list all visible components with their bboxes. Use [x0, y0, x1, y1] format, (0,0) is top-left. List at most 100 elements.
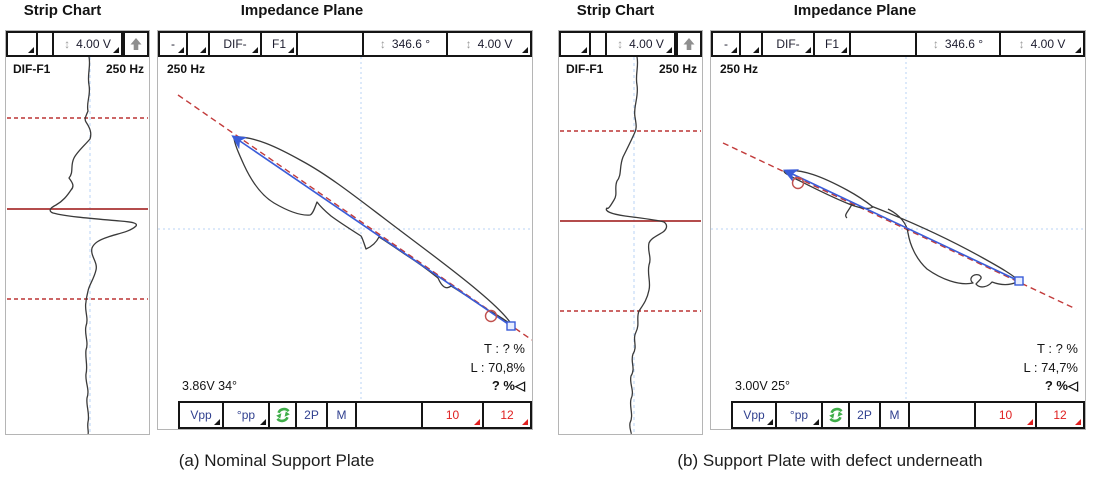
measurement-vector — [231, 135, 512, 327]
strip-scale-button[interactable]: ↕ 4.00 V — [54, 33, 123, 55]
strip-signal-trace — [49, 57, 138, 434]
num-left-button[interactable]: 10 — [974, 403, 1037, 427]
strip-threshold-dashed — [7, 117, 148, 300]
strip-scale-value: 4.00 V — [629, 37, 664, 51]
refresh-icon — [828, 407, 843, 423]
refresh-button[interactable] — [823, 403, 850, 427]
mode-button[interactable]: DIF- — [210, 33, 262, 55]
updown-arrow-icon: ↕ — [64, 37, 71, 51]
strip-options-button[interactable] — [561, 33, 591, 55]
impedance-toolbar: - DIF- F1 ↕ 346.6 ° ↕ 4.00 V — [158, 31, 532, 57]
updown-arrow-icon: ↕ — [1018, 37, 1025, 51]
channel-label: DIF-F1 — [566, 62, 604, 76]
caption-b: (b) Support Plate with defect underneath — [677, 451, 983, 470]
measurement-toolbar: Vpp °pp 2P M 10 12 — [731, 401, 1085, 429]
refresh-button[interactable] — [270, 403, 297, 427]
measurement-toolbar: Vpp °pp 2P M 10 12 — [178, 401, 532, 429]
strip-scale-value: 4.00 V — [76, 37, 111, 51]
scale-value: 4.00 V — [477, 37, 513, 51]
num-right-button[interactable]: 12 — [1037, 403, 1083, 427]
strip-blank-button[interactable] — [38, 33, 54, 55]
strip-toolbar: ↕ 4.00 V — [559, 31, 702, 57]
strip-scale-button[interactable]: ↕ 4.00 V — [607, 33, 676, 55]
minus-button[interactable]: - — [713, 33, 741, 55]
channel-button[interactable]: F1 — [262, 33, 298, 55]
channel-label: DIF-F1 — [13, 62, 51, 76]
strip-chart-panel: ↕ 4.00 V DIF-F1 250 Hz — [558, 30, 703, 435]
updown-arrow-icon: ↕ — [932, 37, 939, 51]
scale-button[interactable]: ↕ 4.00 V — [448, 33, 530, 55]
scale-button[interactable]: ↕ 4.00 V — [1001, 33, 1083, 55]
strip-blank-button[interactable] — [591, 33, 607, 55]
strip-up-arrow-button[interactable] — [123, 33, 147, 55]
caption-a: (a) Nominal Support Plate — [178, 451, 375, 470]
amplitude-phase-readout: 3.00V 25° — [735, 379, 791, 393]
num-right-button[interactable]: 12 — [484, 403, 530, 427]
num-left-button[interactable]: 10 — [421, 403, 484, 427]
frequency-label: 250 Hz — [658, 62, 697, 76]
degpp-button[interactable]: °pp — [224, 403, 270, 427]
vpp-button[interactable]: Vpp — [180, 403, 224, 427]
updown-arrow-icon: ↕ — [465, 37, 472, 51]
scale-value: 4.00 V — [1030, 37, 1066, 51]
mode-button[interactable]: DIF- — [763, 33, 815, 55]
updown-arrow-icon: ↕ — [379, 37, 386, 51]
cursor-square-marker[interactable] — [506, 321, 516, 331]
vpp-button[interactable]: Vpp — [733, 403, 777, 427]
frequency-label: 250 Hz — [167, 62, 206, 76]
frequency-label: 250 Hz — [720, 62, 759, 76]
l-measurement: L : 70,8% — [470, 359, 525, 375]
t-measurement: T : ? % — [484, 341, 525, 357]
up-arrow-icon — [130, 38, 142, 50]
updown-arrow-icon: ↕ — [617, 37, 624, 51]
percent-measurement: ? %◁ — [491, 377, 525, 393]
bottom-toolbar-spacer — [910, 403, 974, 427]
impedance-plot — [158, 57, 532, 401]
rotation-button[interactable]: ↕ 346.6 ° — [915, 33, 1001, 55]
rotation-value: 346.6 ° — [944, 37, 984, 51]
m-mode-button[interactable]: M — [881, 403, 910, 427]
frequency-label: 250 Hz — [105, 62, 144, 76]
strip-options-button[interactable] — [8, 33, 38, 55]
percent-measurement: ? %◁ — [1044, 377, 1078, 393]
degpp-button[interactable]: °pp — [777, 403, 823, 427]
measurement-block: T : ? % L : 70,8% ? %◁ — [471, 340, 525, 395]
measurement-vector — [783, 169, 1020, 282]
blank-button[interactable] — [188, 33, 210, 55]
refresh-icon — [275, 407, 290, 423]
crosshair-lines — [158, 57, 532, 401]
bottom-toolbar-spacer — [357, 403, 421, 427]
impedance-plot — [711, 57, 1085, 401]
amplitude-phase-readout: 3.86V 34° — [182, 379, 238, 393]
two-point-button[interactable]: 2P — [297, 403, 328, 427]
cursor-circle-marker[interactable] — [484, 309, 498, 323]
triangle-left-icon: ◁ — [1068, 377, 1078, 393]
blank-button[interactable] — [741, 33, 763, 55]
impedance-plane-title: Impedance Plane — [240, 2, 364, 19]
m-mode-button[interactable]: M — [328, 403, 357, 427]
cursor-circle-marker[interactable] — [791, 176, 805, 190]
up-arrow-icon — [683, 38, 695, 50]
t-measurement: T : ? % — [1037, 341, 1078, 357]
strip-up-arrow-button[interactable] — [676, 33, 700, 55]
measurement-block: T : ? % L : 74,7% ? %◁ — [1024, 340, 1078, 395]
strip-plot — [560, 57, 701, 434]
rotation-value: 346.6 ° — [391, 37, 431, 51]
impedance-toolbar: - DIF- F1 ↕ 346.6 ° ↕ 4.00 V — [711, 31, 1085, 57]
l-measurement: L : 74,7% — [1023, 359, 1078, 375]
strip-plot — [7, 57, 148, 434]
impedance-plane-title: Impedance Plane — [793, 2, 917, 19]
strip-chart-panel: ↕ 4.00 V DIF-F1 250 Hz — [5, 30, 150, 435]
triangle-left-icon: ◁ — [515, 377, 525, 393]
impedance-panel: - DIF- F1 ↕ 346.6 ° ↕ 4.00 V 250 Hz 3.86… — [157, 30, 533, 430]
strip-chart-title: Strip Chart — [576, 2, 655, 19]
strip-signal-trace — [605, 57, 668, 434]
impedance-panel: - DIF- F1 ↕ 346.6 ° ↕ 4.00 V 250 Hz 3.00… — [710, 30, 1086, 430]
toolbar-spacer — [298, 33, 362, 55]
minus-button[interactable]: - — [160, 33, 188, 55]
two-point-button[interactable]: 2P — [850, 403, 881, 427]
channel-button[interactable]: F1 — [815, 33, 851, 55]
strip-toolbar: ↕ 4.00 V — [6, 31, 149, 57]
rotation-button[interactable]: ↕ 346.6 ° — [362, 33, 448, 55]
cursor-square-marker[interactable] — [1014, 276, 1024, 286]
